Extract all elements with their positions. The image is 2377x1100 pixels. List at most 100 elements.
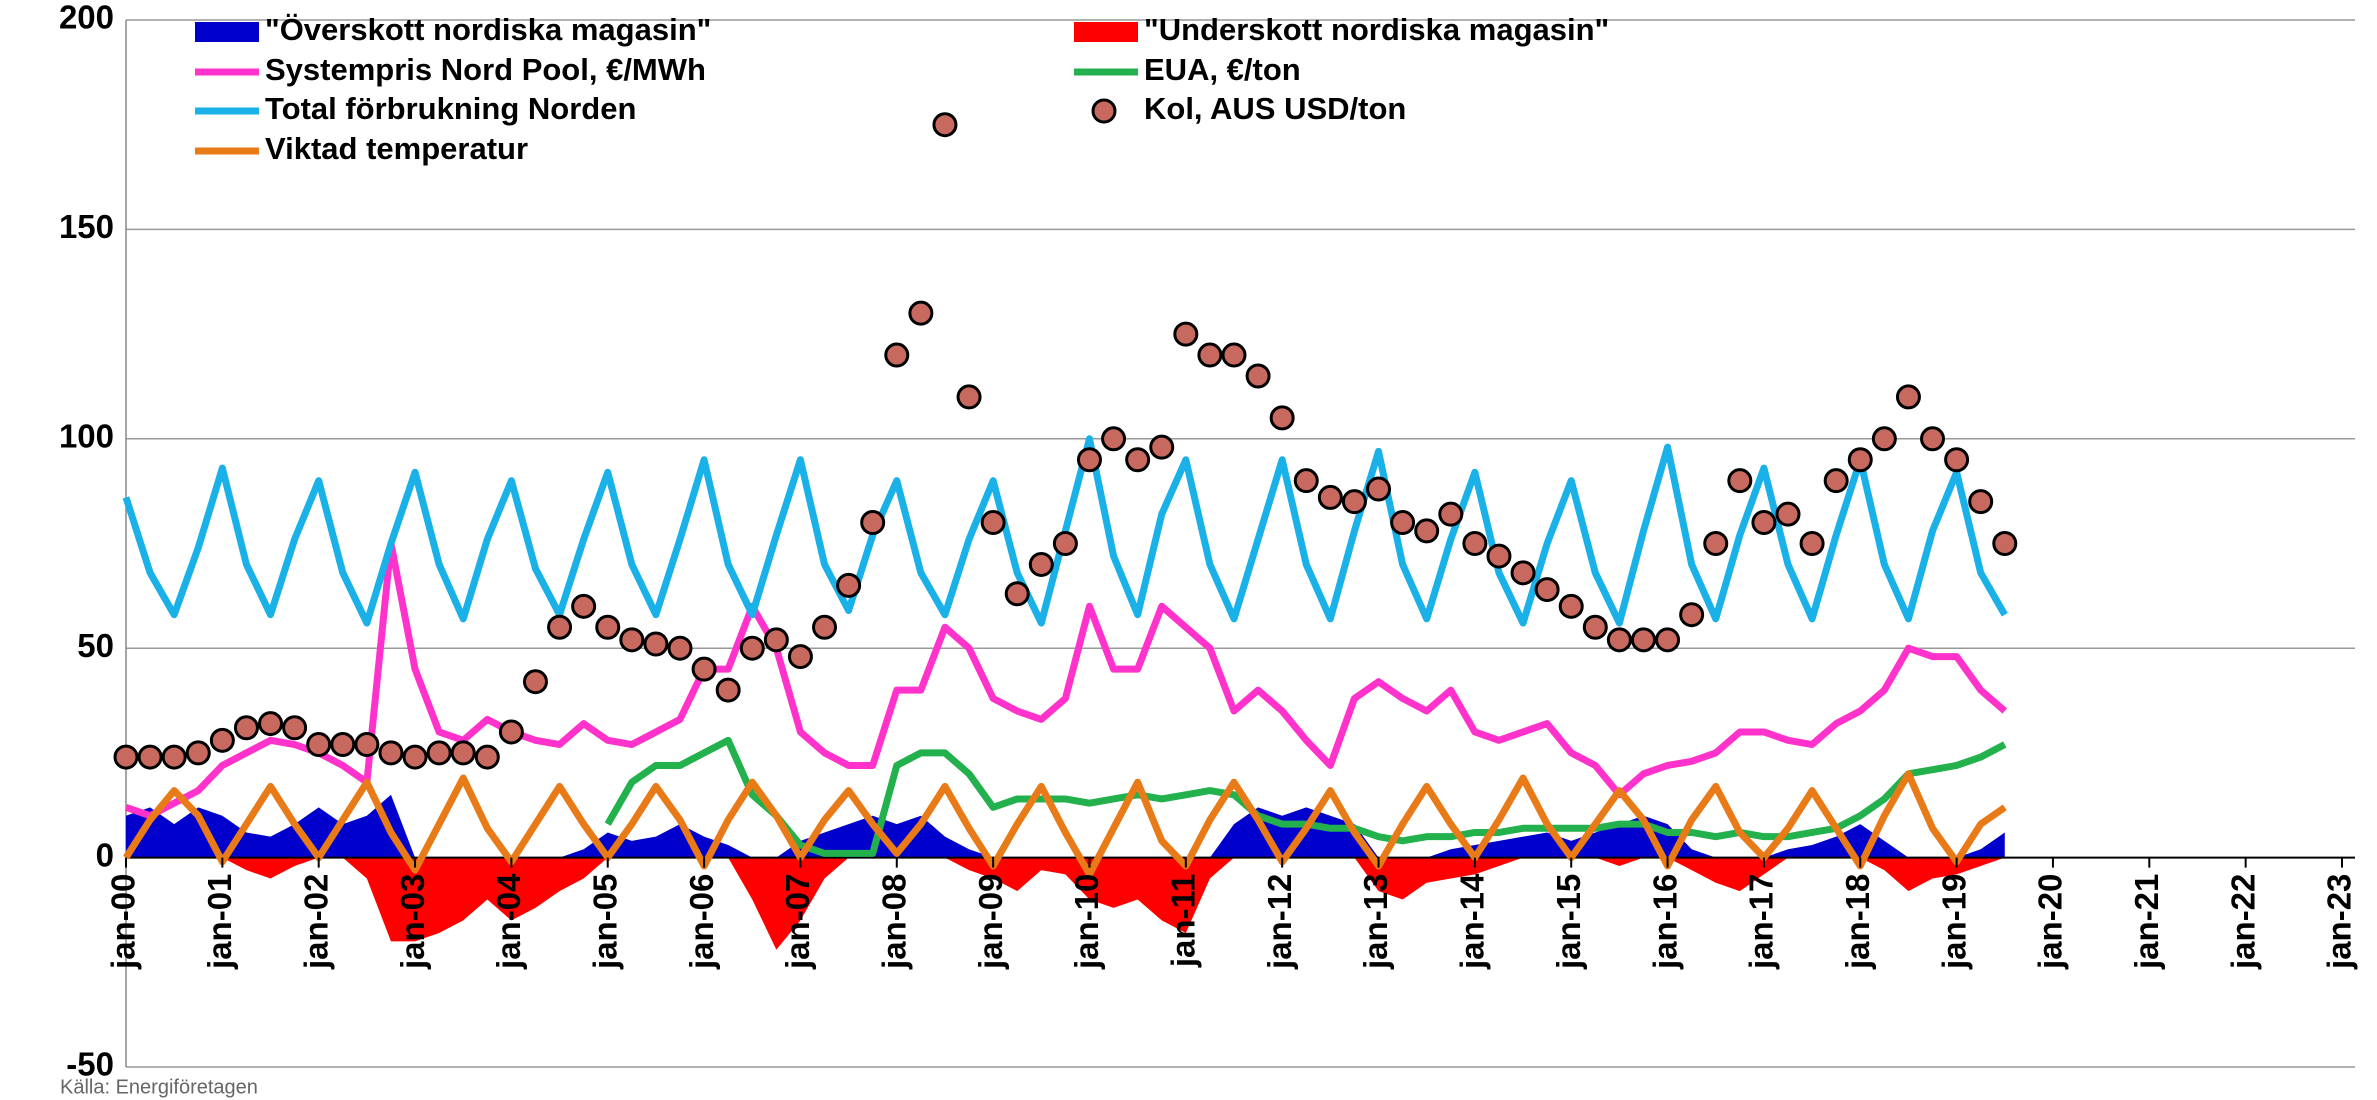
x-tick-label: jan-08 (876, 874, 913, 970)
x-tick-label: jan-17 (1743, 874, 1780, 970)
y-tick-label: 50 (77, 627, 114, 664)
legend-label: Total förbrukning Norden (265, 91, 636, 126)
scatter-point (1871, 426, 1897, 452)
scatter-point (1125, 447, 1151, 473)
scatter-point (1847, 447, 1873, 473)
scatter-point (1414, 518, 1440, 544)
scatter-point (1221, 342, 1247, 368)
scatter-point (1101, 426, 1127, 452)
scatter-point (1775, 501, 1801, 527)
scatter-point (354, 732, 380, 758)
scatter-point (378, 740, 404, 766)
scatter-point (306, 732, 332, 758)
x-tick-label: jan-15 (1550, 874, 1587, 970)
x-tick-label: jan-13 (1357, 874, 1394, 970)
scatter-point (1076, 447, 1102, 473)
x-tick-label: jan-22 (2224, 874, 2261, 970)
scatter-point (1366, 476, 1392, 502)
scatter-point (1534, 577, 1560, 603)
scatter-point (1968, 489, 1994, 515)
scatter-point (1630, 627, 1656, 653)
scatter-point (1486, 543, 1512, 569)
legend-label: "Överskott nordiska magasin" (265, 12, 711, 47)
line (122, 435, 2008, 627)
scatter-point (402, 744, 428, 770)
scatter-point (522, 669, 548, 695)
x-tick-label: jan-20 (2032, 874, 2069, 970)
scatter-point (1751, 510, 1777, 536)
scatter-point (571, 593, 597, 619)
scatter-point (739, 635, 765, 661)
area (126, 857, 2005, 950)
scatter-point (884, 342, 910, 368)
legend-label: EUA, €/ton (1144, 52, 1301, 87)
scatter-point (860, 510, 886, 536)
legend-swatch (1074, 22, 1138, 42)
scatter-point (185, 740, 211, 766)
legend-label: "Underskott nordiska magasin" (1144, 12, 1609, 47)
scatter-point (137, 744, 163, 770)
legend-label: Kol, AUS USD/ton (1144, 91, 1406, 126)
scatter-point (1390, 510, 1416, 536)
scatter-point (547, 614, 573, 640)
legend-swatch (195, 22, 259, 42)
y-tick-label: 150 (59, 208, 114, 245)
y-tick-label: 0 (96, 836, 114, 873)
source-note: Källa: Energiföretagen (60, 1076, 258, 1098)
x-tick-label: jan-11 (1165, 874, 1202, 969)
scatter-point (980, 510, 1006, 536)
scatter-point (209, 727, 235, 753)
x-tick-label: jan-02 (297, 874, 334, 970)
scatter-point (812, 614, 838, 640)
scatter-point (667, 635, 693, 661)
x-tick-label: jan-09 (972, 874, 1009, 970)
x-tick-label: jan-19 (1935, 874, 1972, 970)
scatter-point (1606, 627, 1632, 653)
scatter-point (836, 572, 862, 598)
scatter-point (1245, 363, 1271, 389)
x-tick-label: jan-23 (2321, 874, 2358, 970)
scatter-point (1703, 531, 1729, 556)
scatter-point (1992, 531, 2018, 556)
scatter-point (1655, 627, 1681, 653)
scatter-point (330, 732, 356, 758)
scatter-point (1920, 426, 1946, 452)
scatter-point (113, 744, 139, 770)
scatter-point (1052, 531, 1078, 556)
x-tick-label: jan-01 (201, 874, 238, 970)
scatter-point (595, 614, 621, 640)
scatter-point (1799, 531, 1825, 556)
x-tick-label: jan-12 (1261, 874, 1298, 970)
x-tick-label: jan-14 (1454, 873, 1491, 970)
line (124, 540, 2008, 820)
scatter-point (1149, 434, 1175, 460)
scatter-point (1558, 593, 1584, 619)
scatter-point (932, 112, 958, 138)
scatter-point (1028, 551, 1054, 577)
scatter-point (233, 715, 259, 741)
scatter-point (1944, 447, 1970, 473)
scatter-point (282, 715, 308, 741)
scatter-point (956, 384, 982, 410)
x-tick-label: jan-00 (105, 874, 142, 970)
legend-swatch (1091, 98, 1117, 124)
x-tick-label: jan-03 (394, 874, 431, 970)
y-tick-label: -50 (66, 1046, 114, 1083)
scatter-point (787, 644, 813, 670)
x-tick-label: jan-04 (490, 873, 527, 970)
scatter-point (1004, 581, 1030, 607)
scatter-point (498, 719, 524, 745)
legend-label: Systempris Nord Pool, €/MWh (265, 52, 706, 87)
x-tick-label: jan-05 (586, 874, 623, 970)
scatter-point (1679, 602, 1705, 628)
scatter-point (908, 300, 934, 326)
line (123, 770, 2007, 878)
scatter-point (643, 631, 669, 657)
scatter-point (1582, 614, 1608, 640)
legend-label: Viktad temperatur (265, 131, 528, 166)
scatter-point (1895, 384, 1921, 410)
y-tick-label: 200 (59, 0, 114, 36)
x-tick-label: jan-16 (1646, 874, 1683, 970)
scatter-point (1438, 501, 1464, 527)
